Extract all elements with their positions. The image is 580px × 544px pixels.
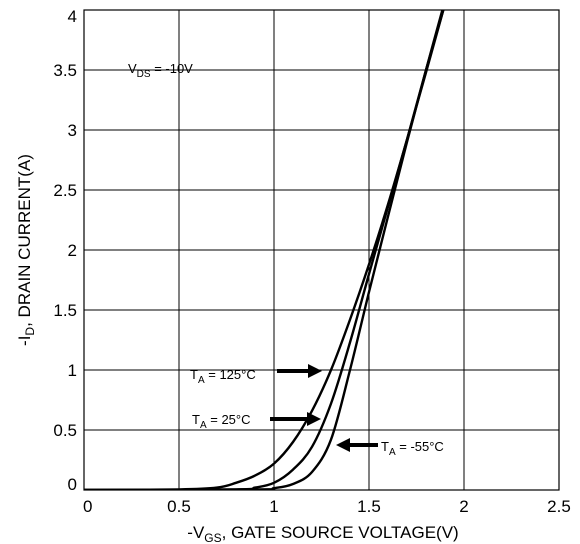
- series-label-text: TA = -55°C: [381, 439, 444, 458]
- curve-minus55c: [84, 10, 444, 490]
- x-tick-label: 0: [83, 497, 92, 516]
- series-label-25c: TA = 25°C: [192, 412, 321, 431]
- y-tick-labels: 0 0.5 1 1.5 2 2.5 3 3.5 4: [53, 7, 77, 494]
- y-tick-label: 2.5: [53, 181, 77, 200]
- series-label-minus55c: TA = -55°C: [336, 438, 444, 458]
- x-tick-labels: 0 0.5 1 1.5 2 2.5: [83, 497, 571, 516]
- condition-label: VDS = -10V: [128, 61, 193, 80]
- y-tick-label: 3.5: [53, 61, 77, 80]
- arrow-head: [307, 412, 321, 426]
- y-tick-label: 4: [68, 7, 77, 26]
- series-label-text: TA = 25°C: [192, 412, 251, 431]
- x-tick-label: 1.5: [357, 497, 381, 516]
- series-label-125c: TA = 125°C: [190, 364, 322, 386]
- x-tick-label: 0.5: [167, 497, 191, 516]
- y-tick-label: 3: [68, 121, 77, 140]
- y-tick-label: 1.5: [53, 301, 77, 320]
- grid: [83, 9, 560, 491]
- arrow-head: [308, 364, 322, 378]
- y-axis-label: -ID, DRAIN CURRENT(A): [15, 154, 37, 346]
- x-tick-label: 2: [459, 497, 468, 516]
- arrow-head: [336, 438, 350, 452]
- y-tick-label: 1: [68, 361, 77, 380]
- plot-frame: [83, 9, 560, 491]
- y-tick-label: 0.5: [53, 421, 77, 440]
- x-tick-label: 2.5: [547, 497, 571, 516]
- x-tick-label: 1: [269, 497, 278, 516]
- series-curves: [84, 10, 445, 490]
- x-axis-label: -VGS, GATE SOURCE VOLTAGE(V): [187, 523, 458, 544]
- y-tick-label: 2: [68, 241, 77, 260]
- y-tick-label: 0: [68, 475, 77, 494]
- series-label-text: TA = 125°C: [190, 367, 256, 386]
